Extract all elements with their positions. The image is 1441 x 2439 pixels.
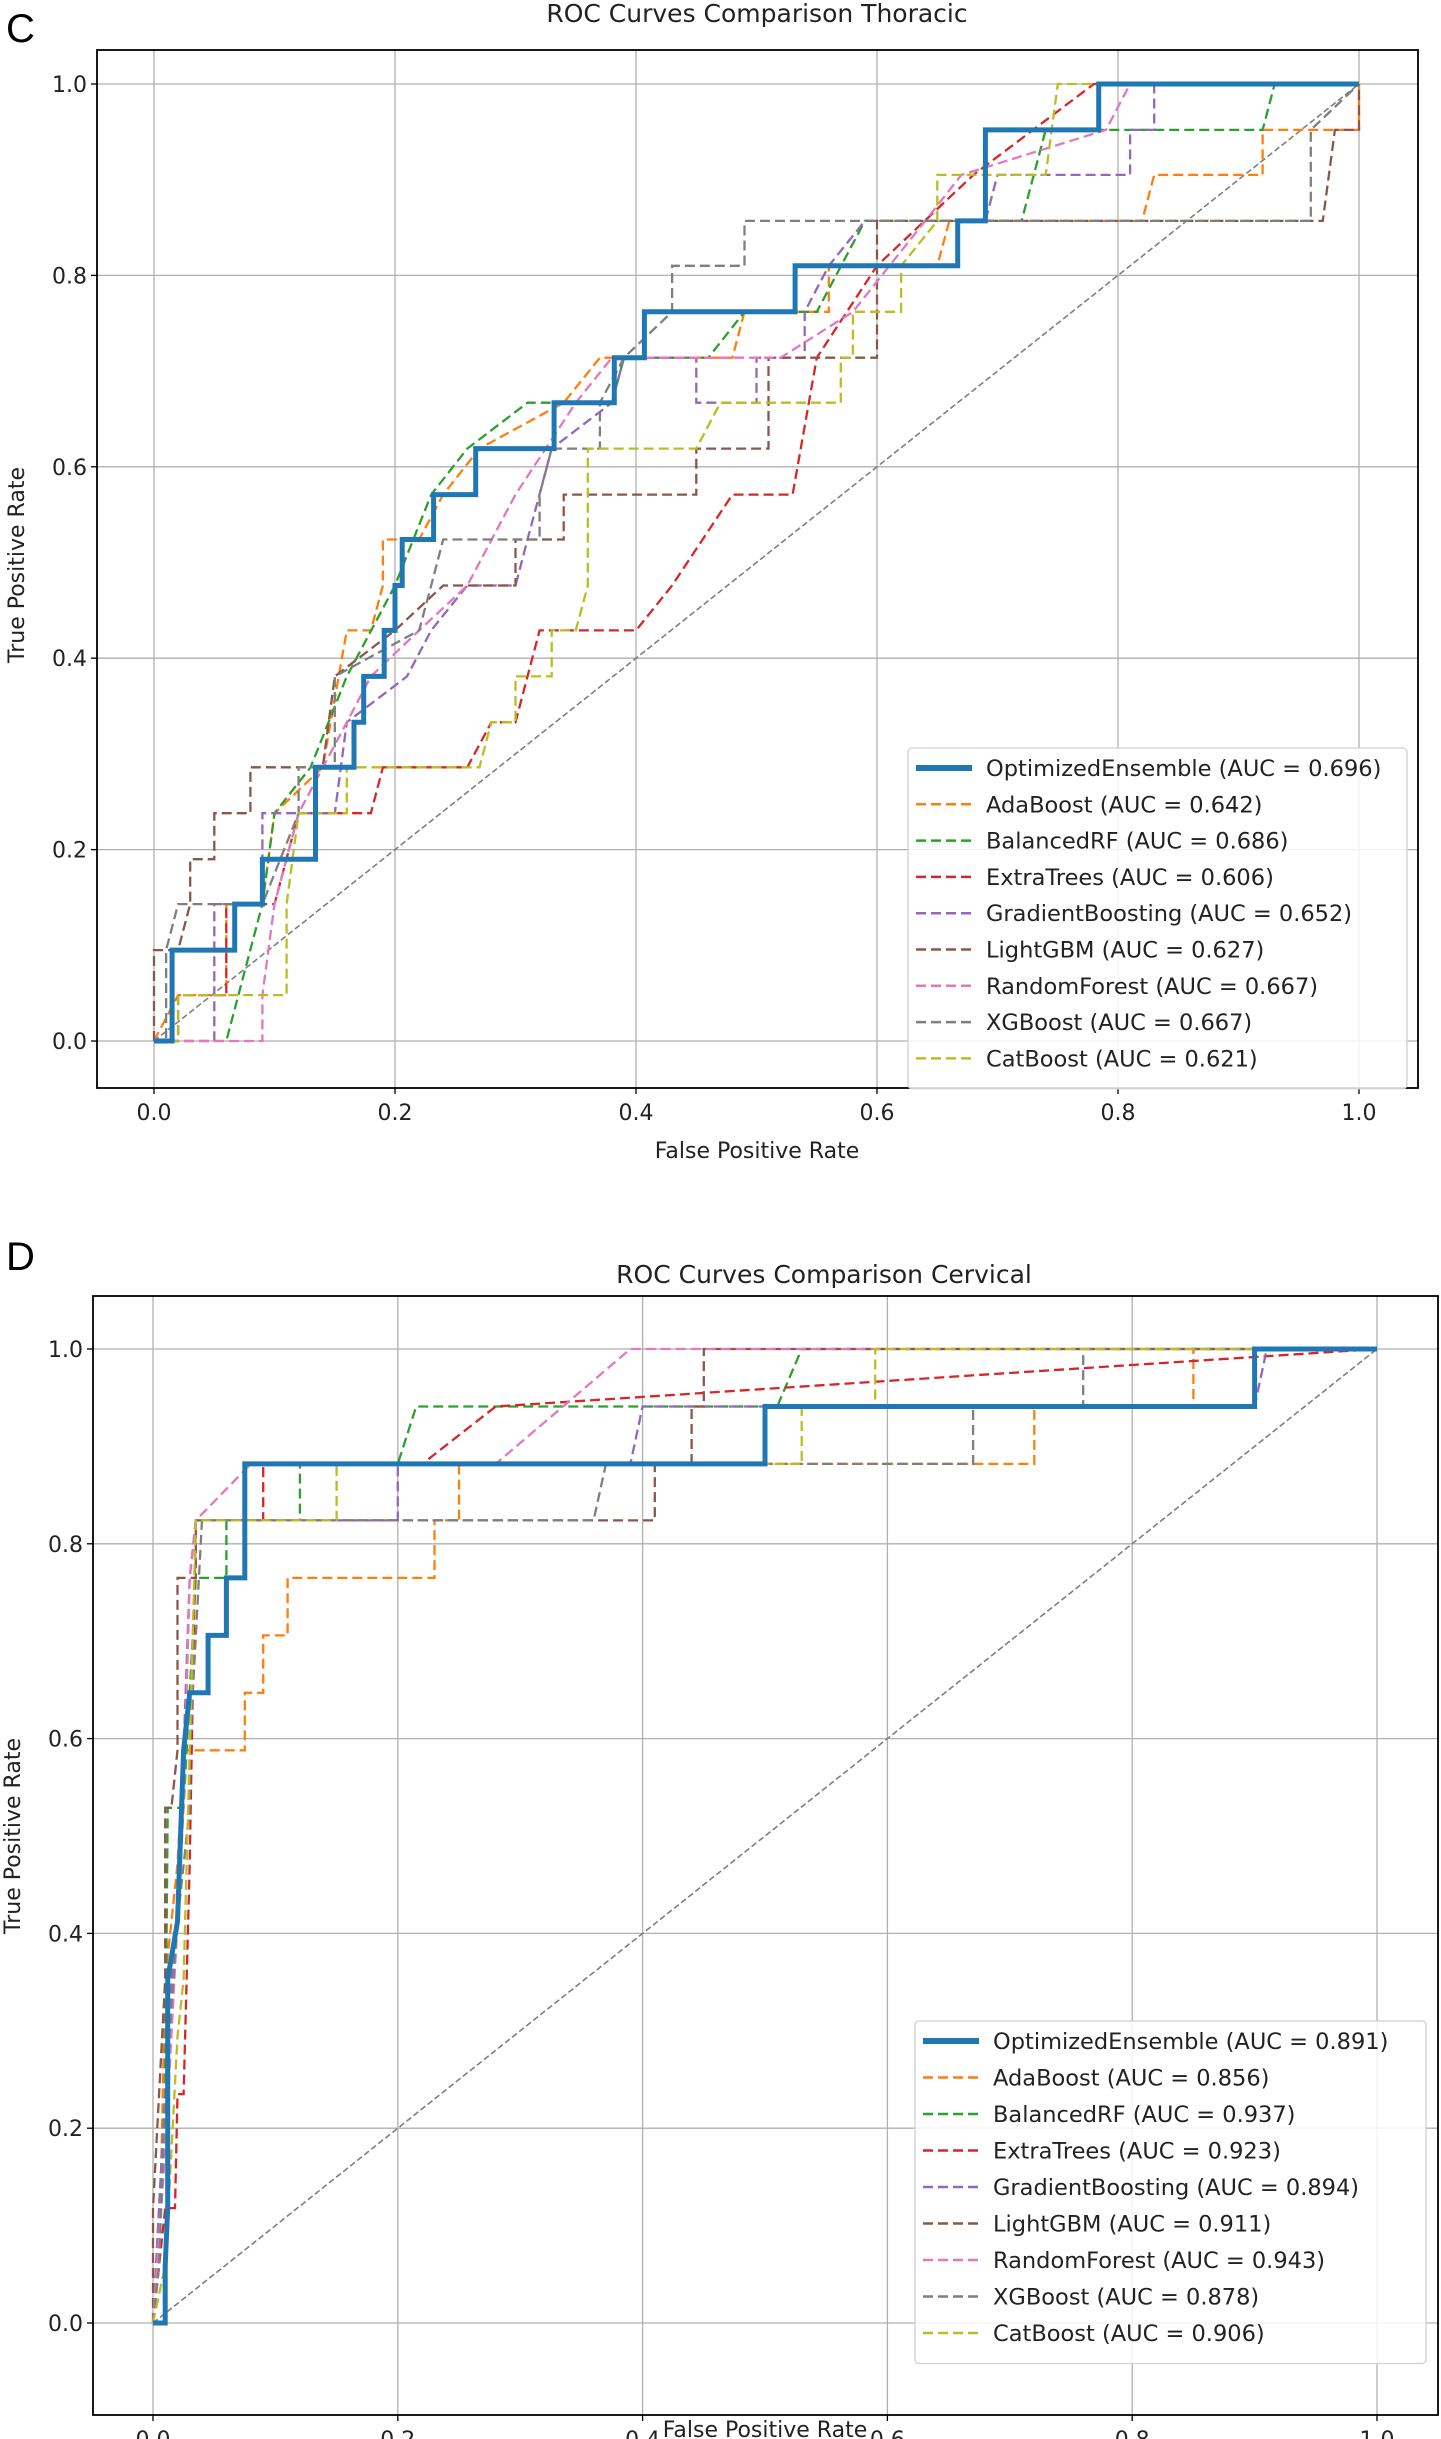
x-axis-label: False Positive Rate — [655, 1139, 859, 1164]
legend-entry: XGBoost (AUC = 0.667) — [986, 1010, 1252, 1036]
legend-entry: LightGBM (AUC = 0.911) — [993, 2212, 1271, 2238]
roc-curve-adaboost — [151, 1347, 1377, 2324]
chart-thoracic: C ROC Curves Comparison Thoracic False P… — [5, 0, 1419, 1164]
x-axis-label: False Positive Rate — [663, 2418, 867, 2439]
y-axis-label: True Positive Rate — [5, 467, 30, 664]
legend-box — [914, 2020, 1427, 2365]
x-tick-label: 0.2 — [380, 2428, 415, 2439]
x-tick-label: 0.8 — [1115, 2428, 1150, 2439]
y-tick-label: 0.0 — [52, 1030, 87, 1055]
legend-box — [907, 747, 1408, 1090]
x-tick-label: 0.0 — [136, 2428, 171, 2439]
roc-curve-extratrees — [154, 82, 1359, 1043]
x-tick-label: 1.0 — [1342, 1101, 1377, 1126]
legend: OptimizedEnsemble (AUC = 0.696) AdaBoost … — [907, 747, 1408, 1090]
y-tick-label: 1.0 — [48, 1338, 83, 1363]
legend-entry: ExtraTrees (AUC = 0.923) — [993, 2139, 1281, 2165]
chart-title: ROC Curves Comparison Cervical — [616, 1260, 1032, 1289]
x-tick-label: 0.2 — [378, 1101, 413, 1126]
panel-label: C — [6, 7, 35, 51]
x-tick-label: 0.4 — [619, 1101, 654, 1126]
roc-curve-lightgbm — [151, 1347, 1377, 2323]
legend-entry: CatBoost (AUC = 0.906) — [993, 2321, 1265, 2347]
roc-curve-catboost — [151, 1347, 1377, 2324]
plot-frame — [96, 49, 1419, 1089]
legend-entry: ExtraTrees (AUC = 0.606) — [986, 865, 1274, 891]
legend-entry: OptimizedEnsemble (AUC = 0.891) — [993, 2029, 1388, 2055]
y-tick-label: 0.0 — [48, 2312, 83, 2337]
legend-entry: RandomForest (AUC = 0.667) — [986, 974, 1318, 1000]
legend-entry: LightGBM (AUC = 0.627) — [986, 938, 1264, 964]
y-tick-label: 0.4 — [52, 647, 87, 672]
y-tick-label: 0.8 — [48, 1533, 83, 1558]
legend-entry: CatBoost (AUC = 0.621) — [986, 1046, 1258, 1072]
legend-entry: BalancedRF (AUC = 0.686) — [986, 829, 1288, 855]
legend-entry: GradientBoosting (AUC = 0.894) — [993, 2175, 1359, 2201]
legend: OptimizedEnsemble (AUC = 0.891) AdaBoost … — [914, 2020, 1427, 2365]
y-tick-label: 1.0 — [52, 73, 87, 98]
y-tick-label: 0.2 — [52, 839, 87, 864]
legend-entry: RandomForest (AUC = 0.943) — [993, 2248, 1325, 2274]
panel-label: D — [6, 1235, 35, 1279]
y-tick-label: 0.2 — [48, 2117, 83, 2142]
x-tick-label: 0.6 — [870, 2428, 905, 2439]
legend-entry: GradientBoosting (AUC = 0.652) — [986, 901, 1352, 927]
roc-curve-optimizedensemble — [153, 1346, 1377, 2326]
x-tick-label: 0.8 — [1101, 1101, 1136, 1126]
x-tick-label: 1.0 — [1360, 2428, 1395, 2439]
chart-title: ROC Curves Comparison Thoracic — [546, 0, 967, 28]
legend-entry: BalancedRF (AUC = 0.937) — [993, 2102, 1295, 2128]
legend-entry: AdaBoost (AUC = 0.642) — [986, 792, 1262, 818]
y-axis-label: True Positive Rate — [1, 1738, 26, 1935]
x-tick-label: 0.4 — [625, 2428, 660, 2439]
x-tick-label: 0.6 — [860, 1101, 895, 1126]
roc-curve-catboost — [154, 82, 1359, 1043]
y-tick-label: 0.8 — [52, 264, 87, 289]
y-tick-label: 0.6 — [52, 456, 87, 481]
chance-diagonal-line — [153, 83, 1360, 1042]
plot-frame — [92, 1295, 1439, 2416]
legend-entry: XGBoost (AUC = 0.878) — [993, 2285, 1259, 2311]
x-tick-label: 0.0 — [137, 1101, 172, 1126]
roc-curve-optimizedensemble — [154, 81, 1359, 1044]
y-tick-label: 0.6 — [48, 1728, 83, 1753]
legend-entry: AdaBoost (AUC = 0.856) — [993, 2066, 1269, 2092]
legend-entry: OptimizedEnsemble (AUC = 0.696) — [986, 756, 1381, 782]
y-tick-label: 0.4 — [48, 1922, 83, 1947]
chart-cervical: D ROC Curves Comparison Cervical False P… — [1, 1235, 1439, 2439]
